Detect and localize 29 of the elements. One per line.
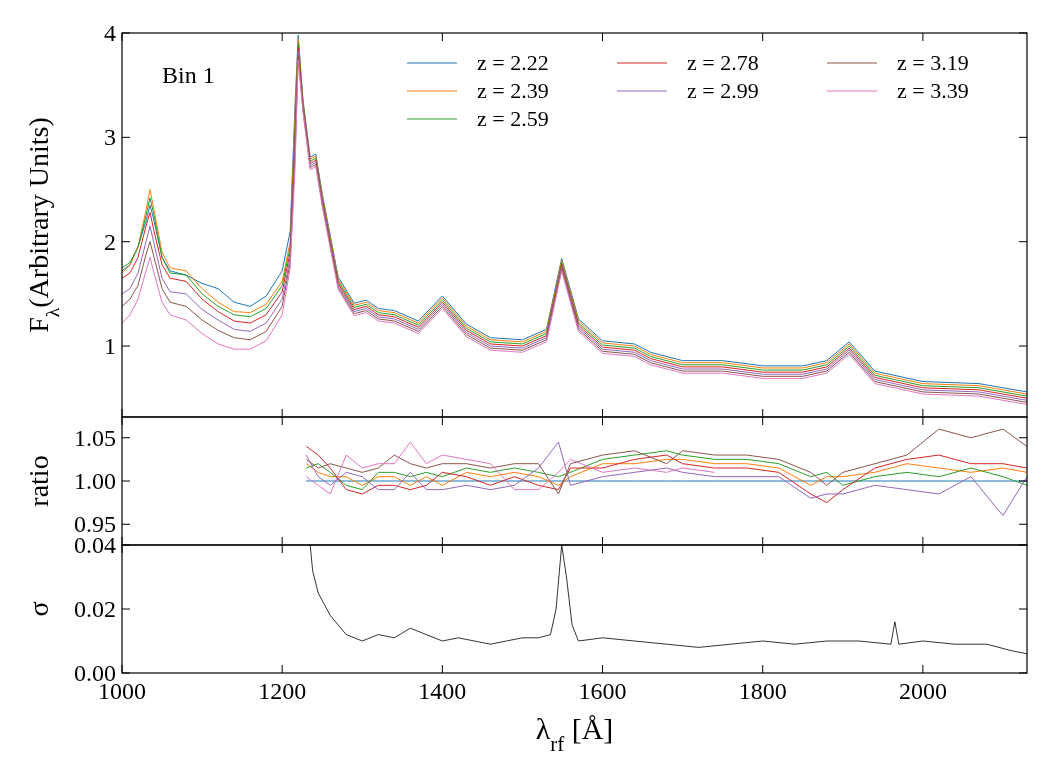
y-axis-title: ratio — [23, 455, 54, 507]
line-series — [305, 458, 1027, 486]
y-tick-label: 0.02 — [74, 596, 116, 622]
y-tick-label: 1 — [104, 333, 116, 360]
line-series — [305, 428, 1027, 495]
x-tick-label: 1400 — [418, 678, 467, 704]
line-series — [305, 450, 1027, 491]
line-series — [305, 441, 1027, 517]
legend-label: z = 3.19 — [897, 50, 969, 75]
y-tick-label: 1.00 — [74, 468, 116, 494]
legend-label: z = 2.39 — [477, 78, 549, 103]
legend-label: z = 2.22 — [477, 50, 549, 75]
x-tick-label: 1800 — [738, 678, 787, 704]
x-axis-title: λ$_{rf}$ [Å] — [535, 712, 614, 756]
x-tick-label: 2000 — [898, 678, 947, 704]
legend-label: z = 2.99 — [687, 78, 759, 103]
y-tick-label: 1.05 — [74, 424, 116, 451]
annotation: Bin 1 — [162, 62, 215, 88]
line-series — [305, 441, 716, 495]
line-series — [305, 445, 1027, 504]
legend-label: z = 2.59 — [477, 106, 549, 131]
y-tick-label: 3 — [104, 124, 116, 151]
y-tick-label: 2 — [104, 228, 116, 255]
legend-label: z = 2.78 — [687, 50, 759, 75]
x-tick-label: 1600 — [578, 678, 627, 704]
y-axis-title: σ — [23, 601, 54, 617]
legend-label: z = 3.39 — [897, 78, 969, 103]
y-tick-label: 4 — [104, 20, 116, 46]
x-tick-label: 1200 — [258, 678, 307, 704]
